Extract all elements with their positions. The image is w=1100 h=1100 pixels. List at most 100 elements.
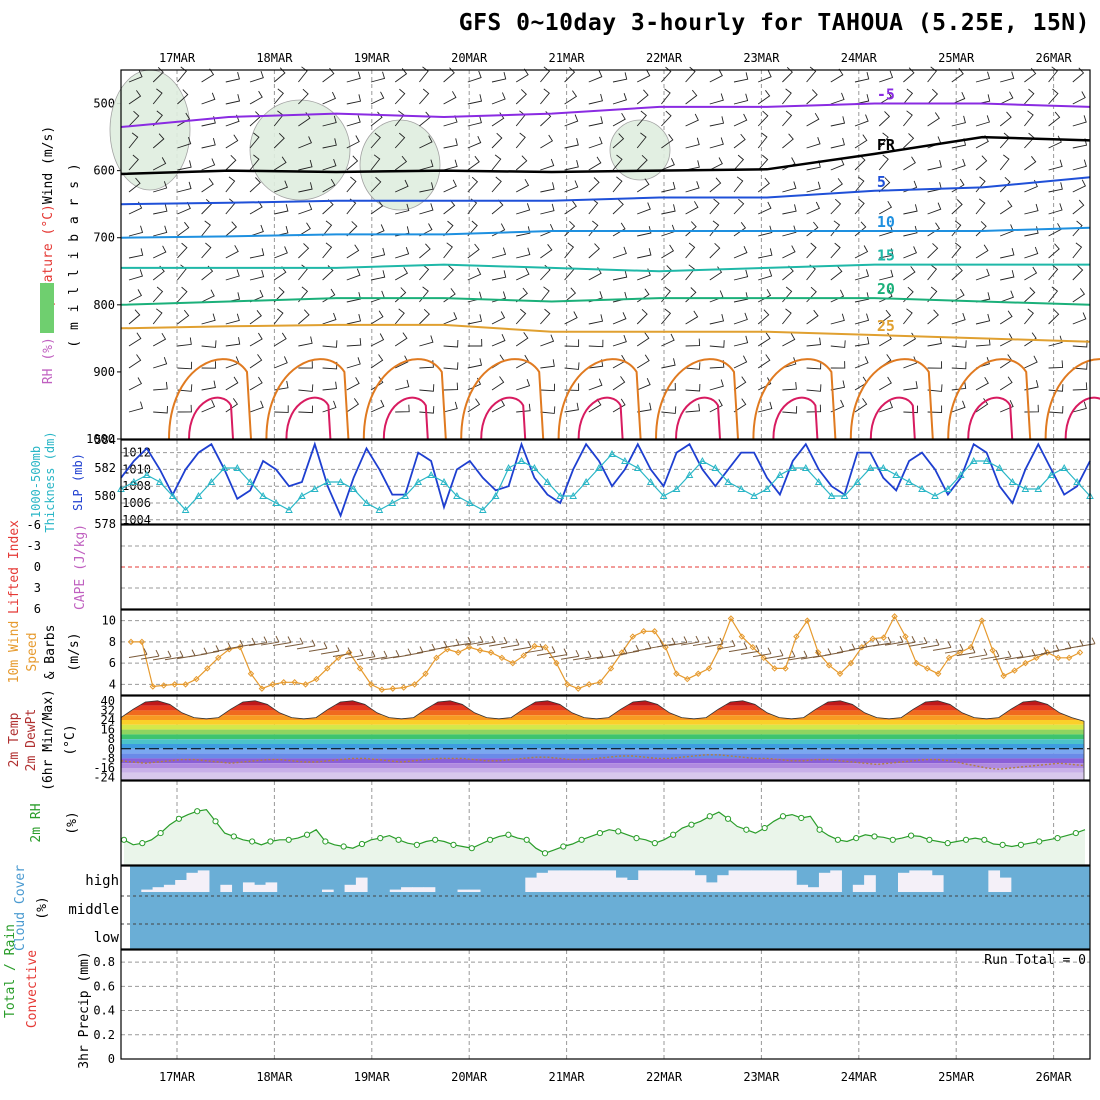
- wind10-barb: [1004, 650, 1024, 661]
- wind-barb: [467, 243, 480, 259]
- wind-marker: [695, 670, 702, 677]
- wind10-barb: [752, 647, 772, 658]
- cloud-high-gap: [197, 870, 210, 892]
- day-label-top: 25MAR: [938, 51, 975, 65]
- wind-marker: [575, 685, 582, 692]
- rh-point: [120, 836, 128, 843]
- wind-barb: [152, 133, 165, 149]
- wind-barb: [1048, 360, 1064, 369]
- wind-barb: [201, 198, 213, 215]
- wind-barb: [830, 340, 846, 348]
- rh-point: [157, 829, 164, 837]
- wind-barb: [419, 264, 430, 281]
- cloud-high-gap: [830, 870, 842, 892]
- axis-label: 2m Temp: [7, 712, 22, 767]
- wind-barb: [177, 404, 192, 413]
- wind-barb: [854, 114, 869, 127]
- wind-barb: [273, 132, 285, 149]
- wind10-barb: [896, 635, 916, 646]
- cloud-high-gap: [773, 870, 786, 892]
- wind10-barb: [836, 643, 856, 654]
- wind-barb: [757, 309, 770, 325]
- wind-barb: [878, 154, 889, 171]
- wind-barb: [636, 354, 650, 369]
- wind-barb: [685, 66, 696, 83]
- temp-band: [121, 720, 1084, 725]
- upper-axis-labels: RH (%) Temperature (°C)Wind (m/s) ( m i l…: [41, 126, 82, 384]
- wind-barb: [733, 198, 745, 215]
- wind-barb: [733, 355, 748, 369]
- wind-barb: [564, 200, 577, 215]
- contour-label: 5: [877, 173, 886, 191]
- wind10-barb: [920, 638, 940, 649]
- wind-barb: [757, 154, 769, 171]
- day-label-bottom: 20MAR: [451, 1070, 488, 1084]
- wind-barb: [927, 309, 939, 325]
- temp-contour-30: [849, 358, 934, 440]
- wind-barb: [491, 71, 507, 83]
- wind-barb: [830, 265, 843, 281]
- wind-barb: [419, 286, 429, 303]
- wind-marker: [138, 638, 146, 646]
- wind-barb: [273, 308, 284, 325]
- thickness-marker: [453, 491, 461, 499]
- wind10-barb: [212, 642, 232, 653]
- wind-barb: [588, 93, 603, 105]
- wind-barb: [467, 136, 482, 149]
- wind-barb: [830, 92, 845, 105]
- cloud-high-gap: [864, 875, 876, 892]
- wind10-barb: [284, 637, 304, 648]
- day-label-top: 21MAR: [549, 51, 586, 65]
- wind-barb: [830, 399, 845, 413]
- wind-barb: [782, 406, 798, 414]
- wind-barb: [516, 378, 531, 391]
- wind-marker: [465, 643, 473, 651]
- thickness-marker: [763, 484, 771, 492]
- day-label-bottom: 19MAR: [354, 1070, 391, 1084]
- wind-barb: [975, 71, 991, 83]
- wind-barb: [419, 335, 434, 347]
- wind-barb: [612, 291, 628, 303]
- wind-barb: [540, 286, 550, 303]
- thickness-marker: [582, 477, 590, 485]
- wind-barb: [661, 110, 672, 127]
- wind-barb: [467, 291, 482, 303]
- wind-barb: [515, 110, 526, 127]
- thickness-marker: [362, 498, 371, 506]
- wind-barb: [806, 384, 822, 392]
- wind-barb: [782, 308, 792, 325]
- wind-marker: [596, 679, 604, 686]
- slp-axis-labels: 1000-500mb Thickness (dm) SLP (mb): [29, 431, 85, 532]
- rh-point: [578, 836, 585, 843]
- wind-barb: [322, 178, 336, 193]
- wind-barb: [709, 290, 724, 303]
- wind-barb: [636, 288, 650, 303]
- day-label-top: 22MAR: [646, 51, 683, 65]
- wind-barb: [782, 225, 797, 237]
- wind10-barb: [140, 649, 160, 660]
- temp-band: [121, 724, 1084, 730]
- wind-barb: [516, 226, 531, 237]
- rh-legend-box: [40, 283, 54, 333]
- thickness-marker: [194, 491, 203, 499]
- cloud-high-gap: [581, 870, 594, 892]
- wind-barb: [298, 182, 313, 193]
- rh-point: [413, 841, 420, 848]
- wind-barb: [927, 182, 942, 193]
- day-label-top: 24MAR: [841, 51, 878, 65]
- cloud-high-gap: [322, 889, 334, 892]
- wind-barb: [540, 66, 551, 83]
- cloud-high-gap: [163, 884, 176, 892]
- thickness-marker: [1073, 477, 1081, 485]
- wind-barb: [878, 177, 891, 193]
- wind-barb: [1048, 203, 1063, 215]
- wind-barb: [588, 70, 603, 83]
- thickness-marker: [142, 470, 151, 478]
- wind-barb: [757, 288, 772, 303]
- wind-barb: [443, 199, 456, 215]
- wind-barb: [443, 159, 458, 171]
- temp-contour-30: [655, 358, 739, 440]
- wind-barb: [249, 376, 263, 391]
- wind-barb: [854, 71, 870, 83]
- axis-label: (°C): [63, 724, 78, 755]
